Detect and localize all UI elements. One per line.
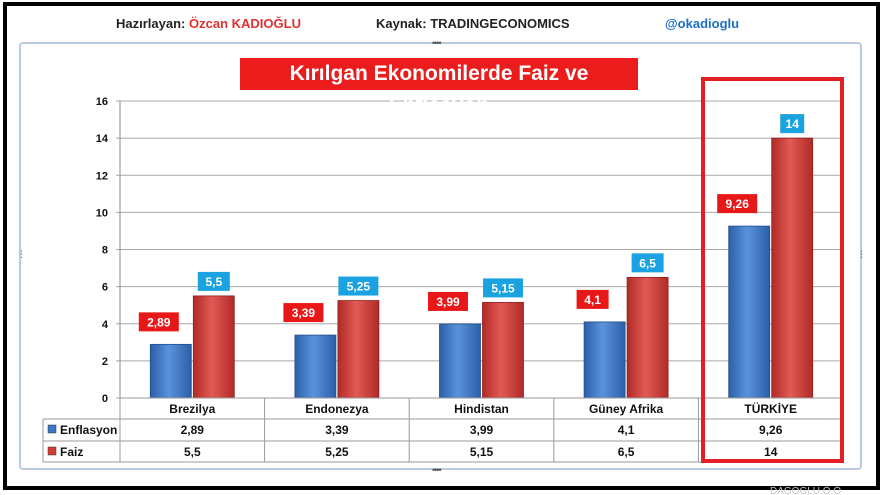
y-tick-label: 16 xyxy=(96,96,108,108)
twitter-handle[interactable]: @okadioglu xyxy=(665,16,740,31)
y-tick-label: 4 xyxy=(102,319,109,331)
chart-area[interactable] xyxy=(19,42,862,470)
bar-faiz xyxy=(771,137,814,399)
prepared-by-name: Özcan KADIOĞLU xyxy=(189,16,301,31)
bar-faiz xyxy=(626,276,669,399)
legend-key-faiz xyxy=(47,446,57,456)
table-cell-value: 3,39 xyxy=(325,423,349,437)
data-label-box-enflasyon xyxy=(138,312,179,332)
bar-enflasyon xyxy=(728,225,771,399)
legend-label-enflasyon: Enflasyon xyxy=(60,423,117,437)
table-cell-value: 2,89 xyxy=(181,423,205,437)
bar-enflasyon xyxy=(439,323,481,399)
resize-handle-bottom[interactable]: •••• xyxy=(432,465,442,475)
prepared-by: Hazırlayan: Özcan KADIOĞLU xyxy=(116,16,301,31)
y-tick-label: 6 xyxy=(102,282,108,294)
table-cell-value: 5,25 xyxy=(325,445,349,459)
table-cell-value: 4,1 xyxy=(618,423,635,437)
table-cell-value: 5,5 xyxy=(184,445,201,459)
data-label-faiz: 5,15 xyxy=(491,281,515,295)
data-label-faiz: 5,5 xyxy=(205,275,222,289)
bar-enflasyon xyxy=(294,334,337,399)
data-label-box-enflasyon xyxy=(283,303,324,323)
resize-handle-top[interactable]: •••• xyxy=(432,38,442,48)
data-label-box-enflasyon xyxy=(576,289,609,309)
data-label-faiz: 6,5 xyxy=(639,256,656,270)
x-category-label: TÜRKİYE xyxy=(744,401,797,416)
bar-enflasyon xyxy=(149,343,192,399)
bar-faiz xyxy=(482,302,524,399)
data-label-box-enflasyon xyxy=(428,291,468,311)
x-category-label: Endonezya xyxy=(305,402,369,416)
source-text: Kaynak: TRADINGECONOMICS xyxy=(376,16,570,31)
table-cell-value: 6,5 xyxy=(618,445,635,459)
data-label-box-faiz xyxy=(483,278,523,298)
y-tick-label: 14 xyxy=(96,133,109,145)
header: Hazırlayan: Özcan KADIOĞLU Kaynak: TRADI… xyxy=(0,12,886,34)
data-label-box-faiz xyxy=(780,114,805,134)
y-tick-label: 10 xyxy=(96,207,108,219)
y-tick-label: 2 xyxy=(102,356,108,368)
x-category-label: Hindistan xyxy=(454,402,509,416)
legend-label-faiz: Faiz xyxy=(60,445,83,459)
y-tick-label: 0 xyxy=(102,393,108,405)
turkey-highlight-box xyxy=(701,77,844,463)
legend-key-enflasyon xyxy=(47,424,57,434)
bar-faiz xyxy=(337,300,380,399)
bar-faiz xyxy=(192,295,235,399)
table-cell-value: 9,26 xyxy=(759,423,783,437)
data-label-box-enflasyon xyxy=(717,194,758,214)
data-label-enflasyon: 9,26 xyxy=(726,197,750,211)
data-label-faiz: 5,25 xyxy=(347,280,371,294)
data-label-enflasyon: 3,99 xyxy=(436,295,460,309)
y-tick-label: 8 xyxy=(102,245,108,257)
table-cell-value: 14 xyxy=(764,445,778,459)
bar-enflasyon xyxy=(583,321,626,399)
y-tick-label: 12 xyxy=(96,170,108,182)
data-label-faiz: 14 xyxy=(786,117,800,131)
data-label-box-faiz xyxy=(631,253,664,273)
data-label-box-faiz xyxy=(338,276,379,296)
data-label-enflasyon: 3,39 xyxy=(292,306,316,320)
chart-title: Kırılgan Ekonomilerde Faiz ve Enflasyon xyxy=(240,58,638,117)
table-cell-value: 5,15 xyxy=(470,445,494,459)
x-category-label: Brezilya xyxy=(169,402,215,416)
table-cell-value: 3,99 xyxy=(470,423,494,437)
data-label-enflasyon: 2,89 xyxy=(147,315,171,329)
watermark: DAĞOĞLU.Ö.Ö xyxy=(770,486,842,495)
data-label-enflasyon: 4,1 xyxy=(584,293,601,307)
prepared-by-label: Hazırlayan: xyxy=(116,16,186,31)
data-label-box-faiz xyxy=(197,271,230,291)
x-category-label: Güney Afrika xyxy=(589,402,664,416)
